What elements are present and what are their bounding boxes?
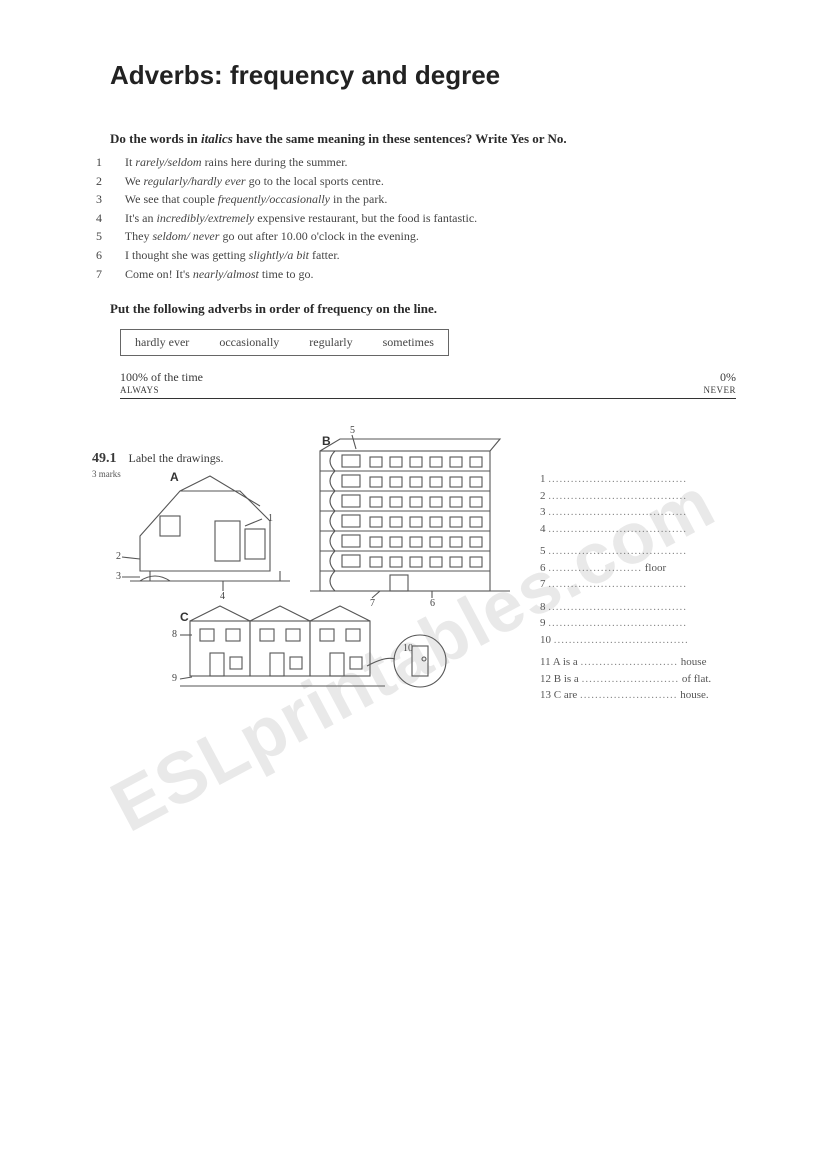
sentence-item: 4 It's an incredibly/extremely expensive… — [110, 209, 746, 228]
adverb-box: hardly ever occasionally regularly somet… — [120, 329, 449, 356]
answer-row: 10 .................................... — [540, 632, 711, 649]
sentence-ital: regularly/hardly ever — [144, 174, 246, 188]
house-a: A 1 2 3 4 — [116, 470, 290, 602]
pointer-num: 10 — [403, 643, 413, 654]
sentence-num: 6 — [110, 246, 122, 265]
sentence-post: in the park. — [330, 192, 387, 206]
instr1-pre: Do the words in — [110, 131, 201, 146]
sentence-num: 4 — [110, 209, 122, 228]
freq-right-sub: NEVER — [704, 385, 737, 395]
sentence-item: 3 We see that couple frequently/occasion… — [110, 190, 746, 209]
sentence-list: 1 It rarely/seldom rains here during the… — [110, 153, 746, 283]
sentence-num: 2 — [110, 172, 122, 191]
answer-row: 3 ..................................... — [540, 504, 711, 521]
sentence-post: expensive restaurant, but the food is fa… — [254, 211, 477, 225]
sentence-pre: We — [125, 174, 144, 188]
sentence-item: 7 Come on! It's nearly/almost time to go… — [110, 265, 746, 284]
answer-row: 7 ..................................... — [540, 576, 711, 593]
houses-c: C 8 9 10 — [172, 606, 446, 687]
sentence-item: 2 We regularly/hardly ever go to the loc… — [110, 172, 746, 191]
sentence-post: go out after 10.00 o'clock in the evenin… — [219, 229, 418, 243]
sentence-post: fatter. — [309, 248, 340, 262]
pointer-num: 2 — [116, 551, 121, 562]
answer-row: 2 ..................................... — [540, 488, 711, 505]
sentence-ital: incredibly/extremely — [157, 211, 255, 225]
instruction-2: Put the following adverbs in order of fr… — [110, 301, 746, 317]
pointer-num: 1 — [268, 513, 273, 524]
letter-a: A — [170, 470, 179, 484]
freq-left-top: 100% of the time — [120, 370, 203, 385]
sentence-ital: rarely/seldom — [135, 155, 201, 169]
instruction-1: Do the words in italics have the same me… — [110, 131, 746, 147]
pointer-num: 8 — [172, 629, 177, 640]
sentence-item: 1 It rarely/seldom rains here during the… — [110, 153, 746, 172]
answer-row: 5 ..................................... — [540, 543, 711, 560]
answer-row: 1 ..................................... — [540, 471, 711, 488]
sentence-num: 5 — [110, 227, 122, 246]
page-title: Adverbs: frequency and degree — [110, 60, 746, 91]
letter-b: B — [322, 434, 331, 448]
answer-row: 12 B is a .......................... of … — [540, 671, 711, 688]
sentence-pre: I thought she was getting — [125, 248, 249, 262]
sentence-ital: nearly/almost — [193, 267, 259, 281]
pointer-num: 7 — [370, 598, 375, 609]
instr1-ital: italics — [201, 131, 233, 146]
drawing-area: A 1 2 3 4 B 5 — [110, 421, 750, 701]
sentence-pre: We see that couple — [125, 192, 218, 206]
freq-right-top: 0% — [704, 370, 737, 385]
sentence-item: 6 I thought she was getting slightly/a b… — [110, 246, 746, 265]
sentence-pre: It — [125, 155, 135, 169]
answer-row: 9 ..................................... — [540, 615, 711, 632]
sentence-num: 7 — [110, 265, 122, 284]
answer-row: 13 C are .......................... hous… — [540, 687, 711, 704]
sentence-ital: frequently/occasionally — [218, 192, 330, 206]
sentence-pre: Come on! It's — [125, 267, 193, 281]
sentence-post: rains here during the summer. — [202, 155, 348, 169]
sentence-ital: seldom/ never — [152, 229, 219, 243]
answer-lines: 1 ..................................... … — [540, 471, 711, 704]
sentence-num: 1 — [110, 153, 122, 172]
floor-suffix: floor — [642, 562, 666, 574]
adverb-item: hardly ever — [135, 335, 189, 350]
adverb-item: sometimes — [383, 335, 434, 350]
pointer-num: 4 — [220, 591, 225, 602]
answer-row: 6 ......................... floor — [540, 560, 711, 577]
frequency-scale-labels: 100% of the time ALWAYS 0% NEVER — [120, 370, 736, 395]
sentence-pre: It's an — [125, 211, 157, 225]
answer-row: 4 ..................................... — [540, 521, 711, 538]
sentence-item: 5 They seldom/ never go out after 10.00 … — [110, 227, 746, 246]
pointer-num: 6 — [430, 598, 435, 609]
pointer-num: 3 — [116, 571, 121, 582]
sentence-ital: slightly/a bit — [249, 248, 309, 262]
instr1-post: have the same meaning in these sentences… — [233, 131, 567, 146]
adverb-item: occasionally — [219, 335, 279, 350]
pointer-num: 5 — [350, 425, 355, 436]
sentence-pre: They — [125, 229, 153, 243]
building-b: B 5 — [310, 425, 510, 609]
section-49-1: 49.1 Label the drawings. 3 marks A 1 2 3 — [110, 421, 746, 701]
sentence-num: 3 — [110, 190, 122, 209]
adverb-item: regularly — [309, 335, 352, 350]
frequency-line — [120, 398, 736, 399]
answer-row: 8 ..................................... — [540, 599, 711, 616]
sentence-post: go to the local sports centre. — [246, 174, 384, 188]
answer-row: 11 A is a .......................... hou… — [540, 654, 711, 671]
pointer-num: 9 — [172, 673, 177, 684]
sentence-post: time to go. — [259, 267, 314, 281]
freq-left-sub: ALWAYS — [120, 385, 203, 395]
letter-c: C — [180, 610, 189, 624]
